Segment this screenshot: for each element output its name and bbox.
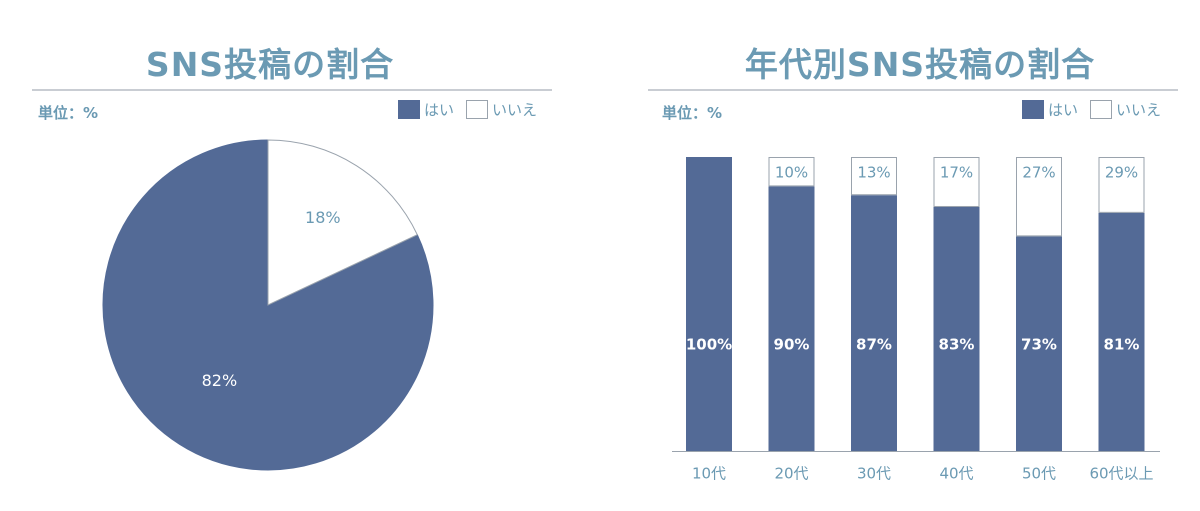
legend-no-label: いいえ [1116, 101, 1162, 119]
x-tick-10代: 10代 [692, 465, 726, 483]
legend-no-swatch [1090, 100, 1113, 119]
legend-yes-label: はい [424, 101, 455, 119]
bar-yes-60代以上 [1098, 212, 1145, 451]
pie-unit-label: 単位：% [38, 104, 99, 122]
legend-no-label: いいえ [492, 101, 538, 119]
bar-yes-30代 [851, 195, 897, 451]
bar-label-yes-40代: 83% [939, 336, 975, 354]
pie-chart-title: SNS投稿の割合 [145, 45, 395, 84]
legend-yes-swatch [398, 100, 420, 119]
bar-label-no-40代: 17% [940, 164, 973, 182]
bar-no-20代 [768, 157, 815, 187]
x-tick-50代: 50代 [1022, 465, 1056, 483]
bar-no-30代 [851, 157, 897, 196]
bar-legend: はい いいえ [1022, 99, 1161, 120]
bar-no-60代以上 [1098, 157, 1145, 213]
bar-yes-10代 [686, 157, 732, 451]
legend-yes-label: はい [1048, 101, 1079, 119]
bar-yes-40代 [933, 206, 980, 451]
bar-label-no-30代: 13% [857, 164, 890, 182]
pie-label-yes: 82% [202, 371, 238, 390]
x-tick-60代以上: 60代以上 [1089, 465, 1153, 483]
bar-label-yes-30代: 87% [856, 336, 892, 354]
pie-legend: はい いいえ [398, 99, 537, 120]
bar-no-40代 [933, 157, 980, 207]
bar-yes-50代 [1016, 236, 1062, 451]
bar-label-yes-60代以上: 81% [1104, 336, 1140, 354]
bar-no-50代 [1016, 157, 1062, 237]
x-tick-40代: 40代 [939, 465, 973, 483]
bar-label-yes-20代: 90% [774, 336, 810, 354]
bar-label-no-60代以上: 29% [1105, 164, 1138, 182]
legend-yes-swatch [1022, 100, 1044, 119]
bar-yes-20代 [768, 186, 815, 451]
x-tick-30代: 30代 [857, 465, 891, 483]
bar-label-yes-10代: 100% [686, 336, 732, 354]
legend-no-swatch [466, 100, 489, 119]
bar-label-yes-50代: 73% [1021, 336, 1057, 354]
bar-label-no-50代: 27% [1022, 164, 1055, 182]
bar-unit-label: 単位：% [662, 104, 723, 122]
pie-label-no: 18% [305, 208, 341, 227]
x-tick-20代: 20代 [774, 465, 808, 483]
bar-label-no-20代: 10% [775, 164, 808, 182]
bar-chart-title: 年代別SNS投稿の割合 [744, 45, 1096, 84]
pie-slice-no [267, 139, 418, 306]
bar-title-divider [648, 89, 1178, 91]
pie-title-divider [32, 89, 552, 91]
